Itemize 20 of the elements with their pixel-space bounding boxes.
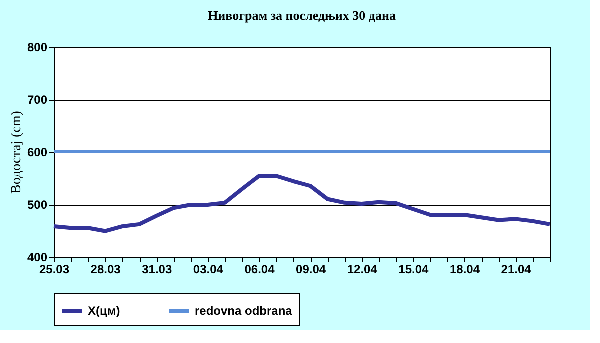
- x-tick-label: 06.04: [244, 262, 276, 276]
- legend-label: X(цм): [88, 304, 120, 318]
- x-tick-label: 09.04: [296, 262, 326, 276]
- y-tick-label: 800: [27, 40, 48, 54]
- y-tick-label: 500: [27, 198, 48, 212]
- y-tick-label: 700: [27, 93, 48, 107]
- chart-title: Нивограм за последњих 30 дана: [208, 8, 396, 23]
- x-tick-label: 15.04: [398, 262, 430, 276]
- x-tick-label: 28.03: [90, 262, 122, 276]
- x-tick-label: 12.04: [347, 262, 378, 276]
- line-series: [52, 174, 552, 234]
- x-tick-label: 21.04: [501, 262, 532, 276]
- x-tick-label: 18.04: [450, 262, 480, 276]
- x-tick-label: 03.04: [193, 262, 224, 276]
- y-axis-title: Водостај (cm): [9, 110, 24, 194]
- x-tick-label: 25.03: [39, 262, 70, 276]
- legend-label: redovna odbrana: [195, 304, 293, 318]
- x-tick-label: 31.03: [142, 262, 172, 276]
- y-tick-label: 400: [27, 250, 48, 264]
- y-tick-label: 600: [27, 146, 48, 160]
